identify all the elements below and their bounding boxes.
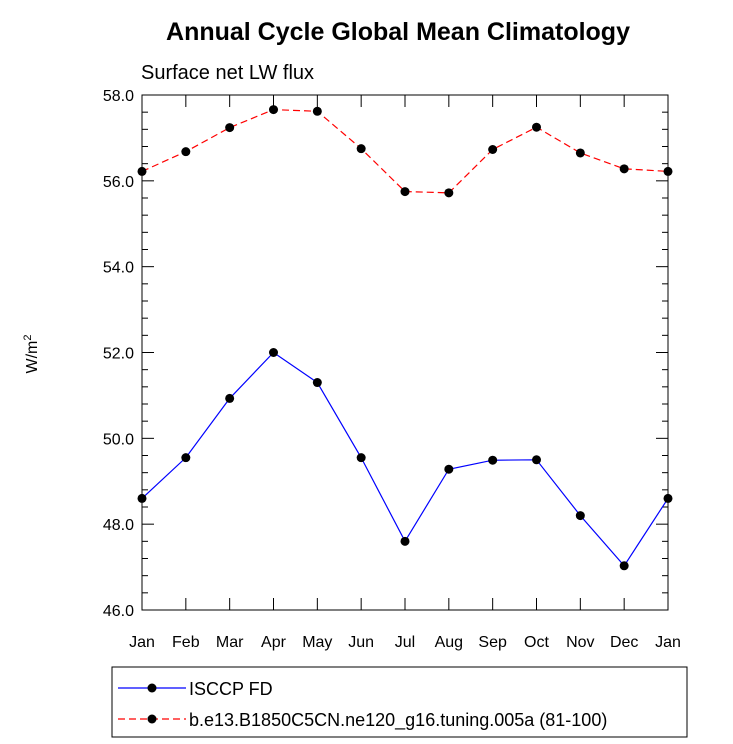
series-point-2 [312, 106, 322, 116]
y-axis-label-superscript: 2 [22, 335, 34, 341]
series-point-1 [400, 536, 410, 546]
legend-box [111, 666, 688, 738]
x-tick-label: Sep [478, 634, 507, 651]
series-point-2 [400, 187, 410, 197]
legend: ISCCP FD b.e13.B1850C5CN.ne120_g16.tuning… [111, 666, 688, 738]
axis-ticks: 46.0 48.0 50.0 52.0 54.0 56.0 58.0 Jan Feb Mar Apr… [103, 88, 681, 651]
series-point-1 [181, 453, 191, 463]
series-line-1 [141, 351, 669, 567]
series-point-2 [663, 166, 673, 176]
chart-title: Annual Cycle Global Mean Climatology [166, 18, 630, 46]
x-tick-label: Mar [216, 634, 244, 651]
y-tick-label: 48.0 [103, 517, 134, 534]
y-tick-label: 56.0 [103, 174, 134, 191]
x-tick-label: Jul [395, 634, 415, 651]
x-tick-label: Jan [129, 634, 155, 651]
y-tick-label: 46.0 [103, 603, 134, 620]
x-tick-label: Feb [172, 634, 200, 651]
series-point-2 [532, 122, 541, 132]
series-point-2 [269, 105, 278, 115]
series-point-2 [356, 144, 366, 154]
series-point-1 [663, 493, 673, 503]
series-point-2 [181, 147, 191, 157]
y-tick-label: 54.0 [103, 260, 134, 277]
x-tick-label: May [302, 634, 332, 651]
series-point-2 [137, 166, 147, 176]
legend-label-1: ISCCP FD [189, 679, 273, 699]
series-point-1 [137, 493, 147, 503]
series-point-1 [619, 561, 629, 571]
series-point-1 [532, 455, 541, 465]
series-layer [137, 105, 673, 571]
legend-marker-2 [147, 714, 157, 724]
series-line-2 [141, 108, 669, 194]
series-point-2 [225, 123, 235, 133]
x-tick-label: Jun [348, 634, 374, 651]
y-tick-label: 50.0 [103, 431, 134, 448]
series-point-1 [356, 453, 366, 463]
svg-text:W/m2: W/m2 [22, 335, 41, 374]
x-tick-label: Oct [524, 634, 549, 651]
series-point-1 [444, 464, 454, 474]
x-tick-label: Aug [435, 634, 463, 651]
y-tick-label: 52.0 [103, 346, 134, 363]
chart-subtitle: Surface net LW flux [141, 62, 314, 84]
legend-marker-1 [147, 683, 157, 693]
x-tick-label: Jan [655, 634, 681, 651]
series-point-1 [312, 378, 322, 388]
x-tick-label: Apr [261, 634, 287, 651]
y-axis-label: W/m2 [22, 335, 41, 374]
series-point-2 [488, 145, 498, 155]
y-axis-label-text: W/m [24, 341, 41, 374]
legend-label-2: b.e13.B1850C5CN.ne120_g16.tuning.005a (8… [189, 710, 607, 731]
y-tick-label: 58.0 [103, 88, 134, 105]
plot-frame [141, 94, 669, 611]
series-point-2 [444, 188, 454, 198]
x-tick-label: Nov [566, 634, 594, 651]
series-point-1 [575, 511, 585, 521]
series-point-1 [269, 348, 278, 357]
series-point-2 [619, 164, 629, 174]
x-tick-label: Dec [610, 634, 638, 651]
series-point-2 [575, 148, 585, 158]
series-point-1 [488, 455, 498, 465]
series-point-1 [225, 393, 235, 403]
